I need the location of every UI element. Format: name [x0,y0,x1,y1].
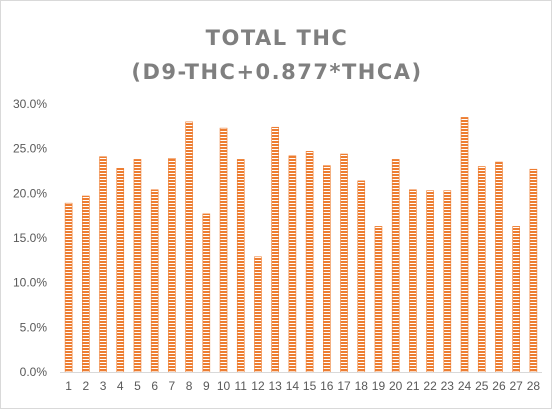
y-tick-label: 0.0% [20,365,48,379]
bar [82,195,90,373]
x-tick-label: 17 [337,379,351,393]
bar [185,121,193,373]
bar [512,226,520,373]
y-axis: 0.0% 5.0% 10.0% 15.0% 20.0% 25.0% 30.0% [13,97,47,379]
bar [460,117,469,373]
bar [357,180,366,373]
bar [443,190,452,373]
bar [99,156,107,373]
bar [409,189,417,373]
x-tick-label: 11 [235,379,248,393]
x-tick-label: 9 [203,379,210,393]
x-tick-label: 6 [151,379,158,393]
x-tick-label: 22 [423,379,437,393]
y-tick-label: 5.0% [20,320,48,334]
y-tick-label: 25.0% [13,142,47,156]
x-tick-label: 12 [251,379,265,393]
x-tick-label: 27 [510,379,524,393]
x-tick-label: 19 [372,379,386,393]
x-tick-label: 15 [303,379,317,393]
x-tick-label: 5 [134,379,141,393]
bar [202,213,211,373]
bar [168,158,176,373]
bar [391,159,400,373]
x-axis: 1 2 3 4 5 6 7 8 9 10 11 12 13 14 15 16 17 18 19 20 21 22 23 24 2… [60,372,542,393]
bar [236,159,245,373]
bar [305,151,314,373]
chart-title-line-1: TOTAL THC [205,26,349,50]
x-tick-label: 26 [492,379,506,393]
bar [374,226,383,373]
bar [340,153,348,373]
x-tick-label: 16 [320,379,334,393]
bar [477,166,486,373]
bars [64,117,538,373]
bar [271,126,279,373]
bar [254,256,262,373]
x-tick-label: 18 [355,379,369,393]
bar [64,202,73,373]
x-tick-label: 28 [527,379,541,393]
x-tick-label: 21 [406,379,420,393]
y-tick-label: 20.0% [13,186,47,200]
y-tick-label: 15.0% [13,231,47,245]
x-tick-label: 25 [475,379,489,393]
bar [219,127,228,373]
y-tick-label: 10.0% [13,276,47,290]
bar [133,159,142,373]
bar [426,190,434,373]
x-tick-label: 20 [389,379,403,393]
bar [288,155,297,373]
y-tick-label: 30.0% [13,97,47,111]
bar [529,168,538,373]
x-tick-label: 7 [169,379,176,393]
bar [150,189,159,373]
x-tick-label: 2 [82,379,89,393]
x-tick-label: 10 [217,379,231,393]
x-tick-label: 3 [100,379,107,393]
x-tick-label: 8 [186,379,193,393]
x-tick-label: 13 [269,379,283,393]
bar [323,165,331,373]
x-tick-label: 4 [117,379,124,393]
bar [116,168,125,373]
x-tick-label: 23 [441,379,455,393]
chart-title-line-2: (D9-THC+0.877*THCA) [131,60,423,84]
x-tick-label: 14 [286,379,300,393]
x-tick-label: 24 [458,379,472,393]
bar [495,161,503,373]
x-tick-label: 1 [65,379,72,393]
